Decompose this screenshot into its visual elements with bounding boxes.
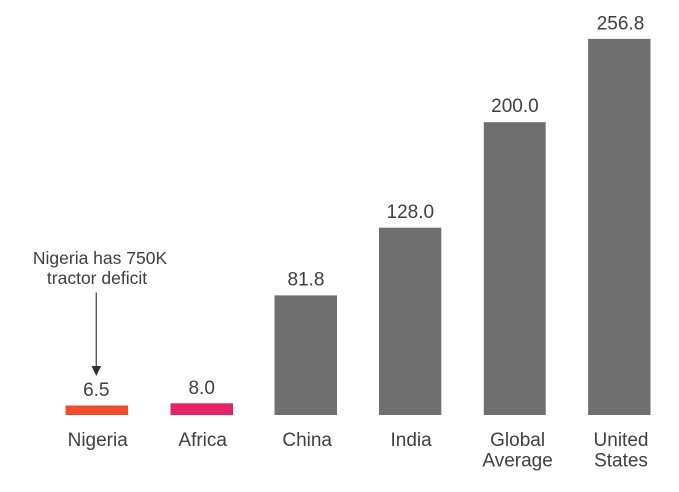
svg-text:United: United	[594, 430, 649, 451]
svg-text:Nigeria has 750K: Nigeria has 750K	[33, 248, 168, 268]
svg-text:States: States	[594, 451, 648, 472]
svg-text:China: China	[282, 430, 332, 451]
svg-text:India: India	[390, 430, 432, 451]
svg-text:256.8: 256.8	[597, 13, 645, 34]
svg-text:128.0: 128.0	[387, 202, 435, 223]
svg-text:Global: Global	[490, 430, 545, 451]
svg-text:tractor deficit: tractor deficit	[47, 268, 147, 288]
svg-text:Africa: Africa	[178, 430, 227, 451]
svg-text:Nigeria: Nigeria	[68, 430, 129, 451]
svg-text:200.0: 200.0	[491, 96, 539, 117]
svg-text:8.0: 8.0	[188, 378, 214, 399]
svg-text:Average: Average	[482, 451, 552, 472]
svg-text:81.8: 81.8	[288, 269, 325, 290]
svg-text:6.5: 6.5	[83, 380, 109, 401]
